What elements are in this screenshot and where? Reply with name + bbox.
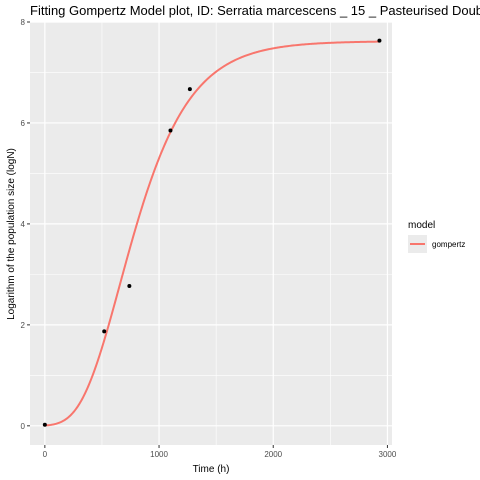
x-tick-label: 3000 [379, 450, 397, 459]
data-points [42, 38, 382, 427]
legend-label-gompertz: gompertz [432, 240, 465, 249]
series-line-gompertz [44, 40, 380, 427]
y-tick-label: 4 [21, 220, 26, 229]
legend: model gompertz [408, 220, 465, 253]
x-tick-label: 2000 [264, 450, 282, 459]
y-axis-title: Logarithm of the population size (logN) [6, 148, 17, 320]
data-point [102, 329, 107, 334]
y-tick-label: 8 [21, 18, 26, 27]
data-point [377, 38, 382, 43]
y-tick-label: 0 [21, 422, 26, 431]
y-tick-label: 6 [21, 119, 26, 128]
data-point [187, 87, 192, 92]
grid-lines [30, 21, 392, 445]
data-point [42, 422, 47, 427]
x-tick-label: 0 [43, 450, 48, 459]
data-point [127, 283, 132, 288]
chart-title: Fitting Gompertz Model plot, ID: Serrati… [30, 3, 480, 18]
legend-title: model [408, 220, 435, 231]
plot-panel [30, 22, 392, 445]
data-point [168, 128, 173, 133]
x-axis-ticks: 0 1000 2000 3000 [43, 445, 397, 459]
y-tick-label: 2 [21, 321, 26, 330]
x-tick-label: 1000 [150, 450, 168, 459]
y-axis-ticks: 0 2 4 6 8 [21, 18, 30, 431]
x-axis-title: Time (h) [193, 464, 230, 475]
